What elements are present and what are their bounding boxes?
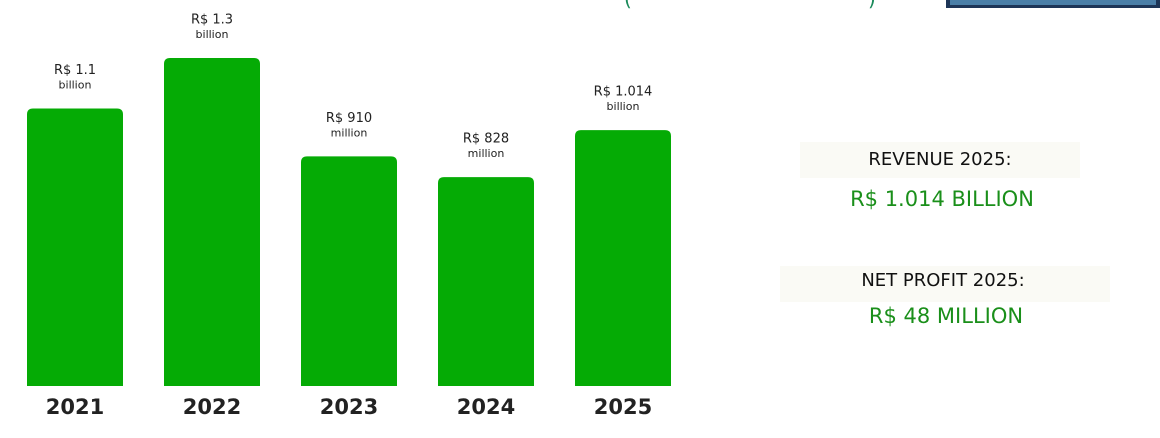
x-tick-label: 2024 [457,395,515,419]
value-unit: million [331,126,368,139]
revenue-value: R$ 1.014 BILLION [850,187,1034,211]
value-unit: billion [196,28,229,41]
bar [575,130,671,386]
bar [301,156,397,386]
x-tick-label: 2025 [594,395,652,419]
value-label: R$ 1.1 [54,63,96,78]
value-label: R$ 910 [326,111,372,126]
value-unit: billion [59,78,92,91]
photo-fragment [950,0,1156,5]
value-label: R$ 828 [463,132,509,147]
profit-value: R$ 48 MILLION [869,304,1023,328]
bar [27,108,123,386]
value-label: R$ 1.014 [594,85,653,100]
label-bg [780,266,1110,302]
value-unit: million [468,147,505,160]
profit-label: NET PROFIT 2025: [861,270,1024,291]
title-fragment: ( [624,0,632,11]
value-unit: billion [607,100,640,113]
title-fragment: ) [868,0,876,11]
bar [164,58,260,386]
revenue-label: REVENUE 2025: [868,149,1011,170]
x-tick-label: 2022 [183,395,241,419]
x-tick-label: 2021 [46,395,104,419]
bar [438,177,534,386]
x-tick-label: 2023 [320,395,378,419]
value-label: R$ 1.3 [191,13,233,28]
label-bg [800,142,1080,178]
